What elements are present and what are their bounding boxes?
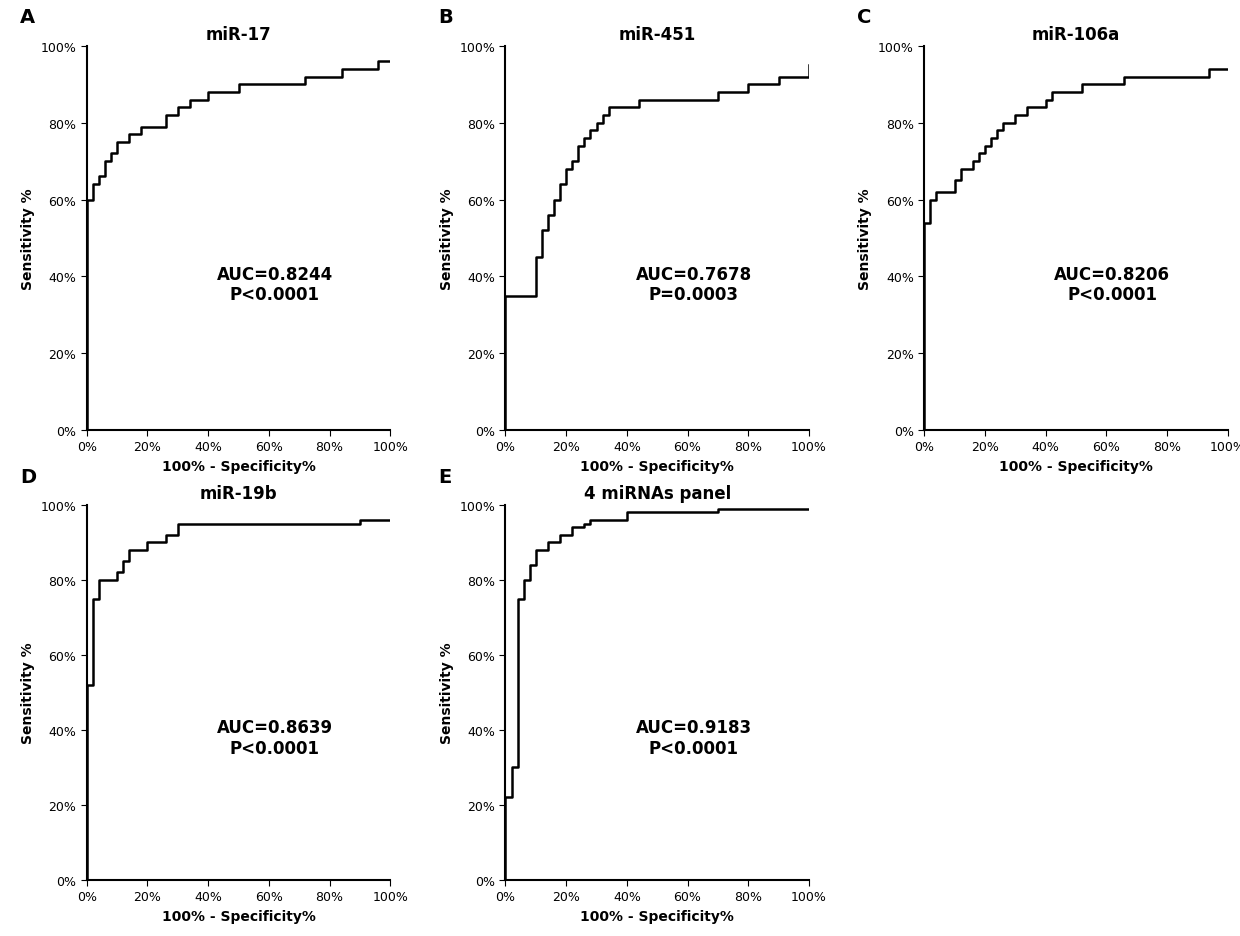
Text: AUC=0.8206
P<0.0001: AUC=0.8206 P<0.0001 xyxy=(1054,265,1171,304)
Text: AUC=0.8639
P<0.0001: AUC=0.8639 P<0.0001 xyxy=(217,718,334,757)
Title: miR-17: miR-17 xyxy=(206,26,272,44)
Text: AUC=0.7678
P=0.0003: AUC=0.7678 P=0.0003 xyxy=(636,265,751,304)
X-axis label: 100% - Specificity%: 100% - Specificity% xyxy=(161,909,315,923)
Y-axis label: Sensitivity %: Sensitivity % xyxy=(858,188,873,289)
Y-axis label: Sensitivity %: Sensitivity % xyxy=(21,188,35,289)
Title: miR-451: miR-451 xyxy=(619,26,696,44)
Text: A: A xyxy=(20,8,35,27)
X-axis label: 100% - Specificity%: 100% - Specificity% xyxy=(999,460,1153,474)
Text: AUC=0.9183
P<0.0001: AUC=0.9183 P<0.0001 xyxy=(636,718,751,757)
Y-axis label: Sensitivity %: Sensitivity % xyxy=(440,188,454,289)
Text: AUC=0.8244
P<0.0001: AUC=0.8244 P<0.0001 xyxy=(217,265,334,304)
X-axis label: 100% - Specificity%: 100% - Specificity% xyxy=(161,460,315,474)
Text: E: E xyxy=(439,468,453,487)
Text: C: C xyxy=(857,8,872,27)
X-axis label: 100% - Specificity%: 100% - Specificity% xyxy=(580,909,734,923)
Y-axis label: Sensitivity %: Sensitivity % xyxy=(440,642,454,743)
X-axis label: 100% - Specificity%: 100% - Specificity% xyxy=(580,460,734,474)
Title: miR-19b: miR-19b xyxy=(200,485,278,503)
Text: B: B xyxy=(439,8,454,27)
Title: 4 miRNAs panel: 4 miRNAs panel xyxy=(584,485,730,503)
Title: miR-106a: miR-106a xyxy=(1032,26,1120,44)
Y-axis label: Sensitivity %: Sensitivity % xyxy=(21,642,35,743)
Text: D: D xyxy=(20,468,36,487)
